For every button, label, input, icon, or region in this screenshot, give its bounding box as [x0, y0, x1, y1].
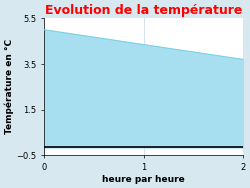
- Title: Evolution de la température: Evolution de la température: [45, 4, 242, 17]
- Y-axis label: Température en °C: Température en °C: [4, 39, 14, 134]
- X-axis label: heure par heure: heure par heure: [102, 175, 185, 184]
